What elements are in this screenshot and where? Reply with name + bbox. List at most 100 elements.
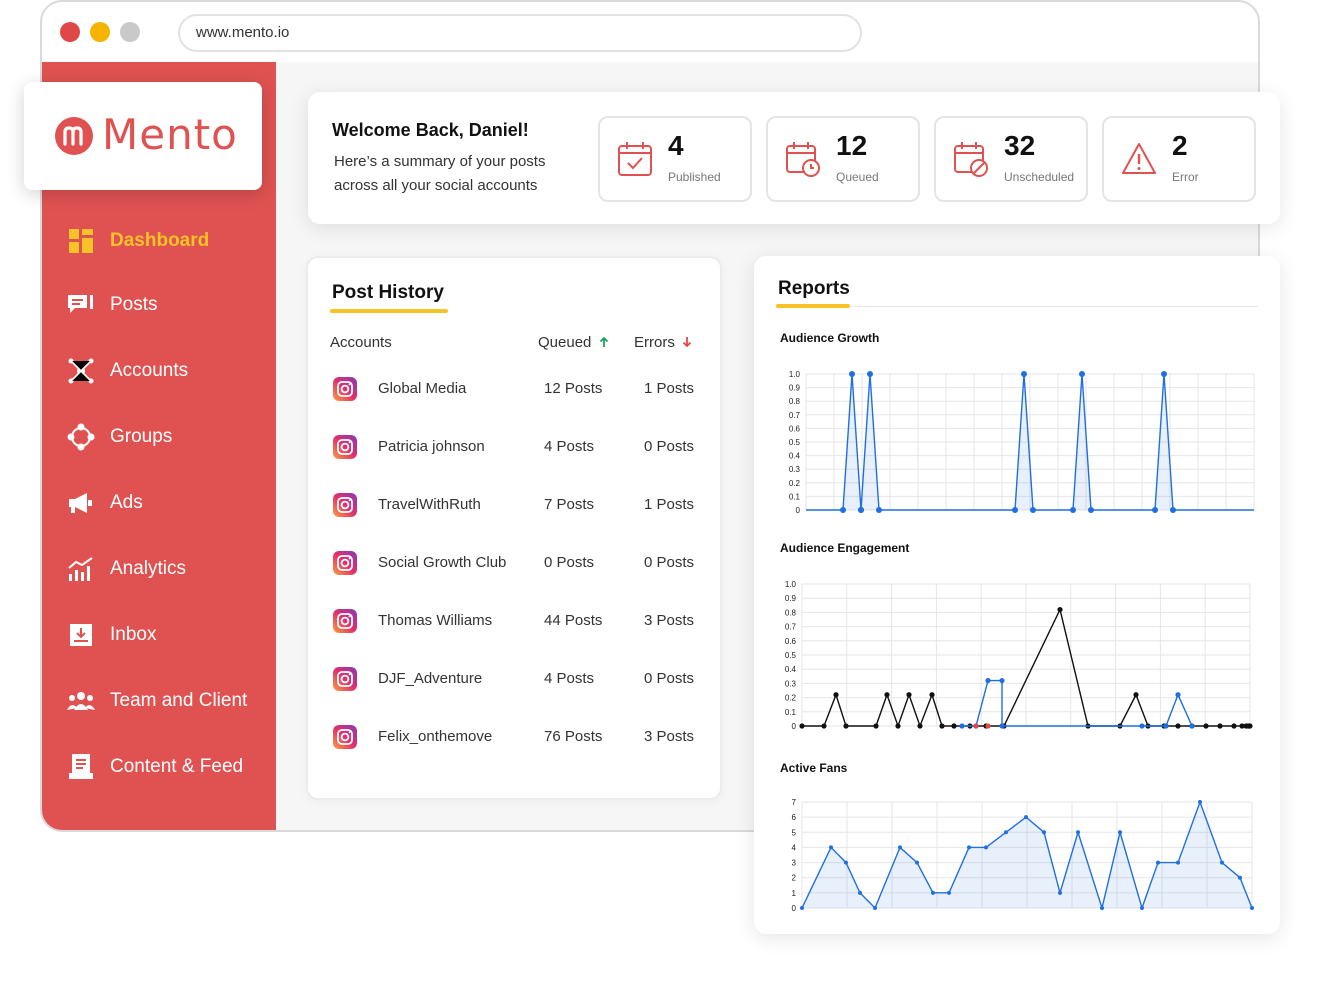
data-point (840, 507, 846, 513)
table-row[interactable]: Social Growth Club 0 Posts 0 Posts (332, 548, 702, 578)
sidebar-item-dashboard[interactable]: Dashboard (66, 226, 209, 256)
table-row[interactable]: TravelWithRuth 7 Posts 1 Posts (332, 490, 702, 520)
y-tick-label: 0.6 (785, 637, 797, 646)
stat-queued[interactable]: 12 Queued (766, 116, 920, 202)
y-tick-label: 0.5 (789, 438, 801, 447)
table-row[interactable]: Felix_onthemove 76 Posts 3 Posts (332, 722, 702, 752)
data-point (929, 692, 935, 698)
stat-value: 32 (1004, 130, 1036, 161)
chart-title-audience-engagement: Audience Engagement (780, 541, 910, 555)
header-queued-label: Queued (538, 334, 592, 351)
data-point (1220, 860, 1224, 865)
y-tick-label: 0.9 (789, 384, 801, 393)
stat-label: Published (668, 170, 721, 184)
y-tick-label: 0.7 (785, 623, 797, 632)
account-name: Social Growth Club (378, 554, 507, 571)
data-point (931, 890, 935, 895)
sidebar-item-inbox[interactable]: Inbox (66, 620, 156, 650)
audience-engagement-chart: 1.0 0.9 0.8 0.7 0.6 0.5 0.4 0.3 0.2 0.1 0 (785, 580, 1253, 731)
y-tick-label: 0.8 (785, 608, 797, 617)
instagram-icon (333, 609, 357, 633)
series-area (806, 374, 1254, 510)
table-row[interactable]: Thomas Williams 44 Posts 3 Posts (332, 606, 702, 636)
sidebar-item-posts[interactable]: Posts (66, 290, 158, 320)
title-underline (330, 309, 448, 313)
arrow-up-icon (599, 336, 608, 347)
table-row[interactable]: Global Media 12 Posts 1 Posts (332, 374, 702, 404)
data-point (973, 723, 979, 729)
data-point (800, 906, 804, 910)
instagram-icon (333, 725, 357, 749)
logo-card[interactable]: Mento (24, 82, 262, 190)
errors-count: 0 Posts (644, 554, 695, 571)
data-point (1070, 507, 1076, 513)
table-row[interactable]: Patricia johnson 4 Posts 0 Posts (332, 432, 702, 462)
data-point (1118, 830, 1122, 835)
sidebar-item-accounts[interactable]: Accounts (66, 356, 188, 386)
data-point (1156, 860, 1160, 865)
stat-published[interactable]: 4 Published (598, 116, 752, 202)
data-point (821, 723, 827, 729)
data-point (1057, 606, 1063, 613)
maximize-window-button[interactable] (120, 22, 140, 42)
data-point (873, 723, 879, 729)
dashboard-icon (66, 226, 96, 256)
data-point (1140, 906, 1144, 910)
header-queued[interactable]: Queued (538, 334, 610, 351)
y-tick-label: 0.2 (789, 479, 801, 488)
data-point (1163, 723, 1169, 729)
stat-unscheduled[interactable]: 32 Unscheduled (934, 116, 1088, 202)
data-point (967, 845, 971, 850)
browser-toolbar: www.mento.io (42, 2, 1258, 62)
stat-label: Unscheduled (1004, 170, 1075, 184)
audience-growth-chart: 1.0 0.9 0.8 0.7 0.6 0.5 0.4 0.3 0.2 0.1 0 (789, 370, 1255, 515)
sidebar-item-label: Content & Feed (110, 756, 244, 777)
analytics-icon (66, 554, 96, 584)
y-tick-label: 0 (796, 506, 801, 515)
active-fans-chart: 7 6 5 4 3 2 1 0 (792, 798, 1254, 913)
table-row[interactable]: DJF_Adventure 4 Posts 0 Posts (332, 664, 702, 694)
data-point (1238, 875, 1242, 880)
header-errors[interactable]: Errors (634, 334, 693, 351)
stat-label: Queued (836, 170, 879, 184)
data-point (1004, 830, 1008, 835)
data-point (1100, 906, 1104, 910)
stat-error[interactable]: 2 Error (1102, 116, 1256, 202)
y-tick-label: 0.4 (785, 665, 797, 674)
sidebar-item-groups[interactable]: Groups (66, 422, 172, 452)
close-window-button[interactable] (60, 22, 80, 42)
arrow-down-icon (682, 337, 692, 348)
sidebar-item-team-and-client[interactable]: Team and Client (66, 686, 247, 716)
sidebar-item-content-feed[interactable]: Content & Feed (66, 752, 243, 782)
sidebar-item-ads[interactable]: Ads (66, 488, 143, 518)
data-point (1231, 723, 1237, 729)
header-accounts[interactable]: Accounts (330, 334, 392, 351)
data-point (939, 723, 945, 729)
stat-label: Error (1172, 170, 1199, 184)
y-tick-label: 0 (792, 904, 797, 913)
data-point (849, 371, 855, 377)
y-tick-label: 4 (792, 843, 797, 852)
data-point (984, 845, 988, 850)
data-point (1024, 815, 1028, 820)
data-point (1203, 723, 1209, 729)
data-point (884, 692, 890, 698)
errors-count: 1 Posts (644, 380, 695, 397)
y-tick-label: 3 (792, 859, 797, 868)
minimize-window-button[interactable] (90, 22, 110, 42)
errors-count: 3 Posts (644, 728, 695, 745)
url-bar[interactable]: www.mento.io (178, 14, 862, 52)
data-point (873, 906, 877, 910)
data-point (1176, 860, 1180, 865)
y-tick-label: 0.5 (785, 651, 797, 660)
y-tick-label: 0.2 (785, 694, 797, 703)
data-point (985, 677, 991, 684)
queued-count: 0 Posts (544, 554, 595, 571)
data-point (959, 723, 965, 729)
series-area (802, 802, 1252, 908)
chart-title-active-fans: Active Fans (780, 761, 848, 775)
team-icon (66, 686, 96, 716)
sidebar-item-analytics[interactable]: Analytics (66, 554, 186, 584)
y-tick-label: 0.9 (785, 594, 797, 603)
data-point (906, 692, 912, 698)
